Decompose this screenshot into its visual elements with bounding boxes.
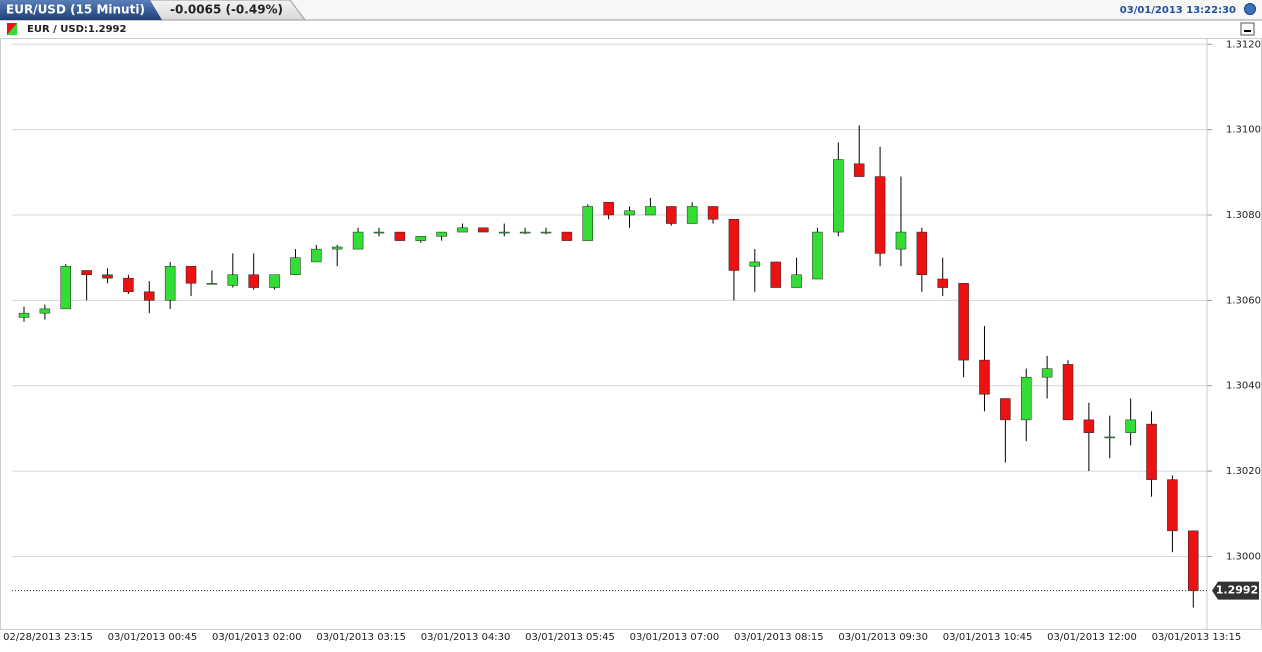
- candle-body: [1146, 423, 1157, 480]
- candle-body: [164, 265, 176, 301]
- header-change: -0.0065 (-0.49%): [170, 3, 283, 17]
- candle-body: [728, 219, 740, 271]
- candle-body: [415, 236, 426, 241]
- y-tick-label: 1.3020: [1226, 466, 1261, 477]
- candle-body: [394, 231, 406, 241]
- candle-body: [645, 206, 656, 216]
- candle-body: [311, 248, 322, 263]
- x-tick-label: 03/01/2013 00:45: [108, 632, 198, 643]
- x-tick-label: 03/01/2013 07:00: [630, 632, 720, 643]
- candle-body: [81, 270, 92, 275]
- candle-body: [39, 308, 51, 314]
- candle-body: [519, 231, 531, 234]
- candle-body: [666, 206, 677, 224]
- candle-body: [749, 261, 761, 267]
- candle-body: [269, 274, 280, 288]
- candle-body: [853, 163, 865, 177]
- candle-body: [1083, 419, 1095, 433]
- candle-body: [373, 231, 385, 234]
- y-tick-label: 1.3060: [1226, 295, 1261, 306]
- candle-body: [1000, 398, 1011, 421]
- candle-body: [561, 231, 573, 241]
- candle-body: [248, 274, 259, 288]
- candle-body: [958, 283, 969, 361]
- candle-body: [916, 231, 928, 275]
- candle-body: [937, 278, 948, 288]
- candle-body: [1020, 376, 1032, 421]
- y-tick-label: 1.3040: [1226, 381, 1261, 392]
- legend-swatch-up: [7, 23, 17, 35]
- candle-body: [144, 291, 155, 301]
- title-tab[interactable]: [0, 0, 162, 20]
- candle-body: [1041, 368, 1053, 378]
- x-tick-label: 03/01/2013 10:45: [943, 632, 1033, 643]
- minimize-button[interactable]: [1240, 22, 1255, 36]
- candle-body: [1188, 530, 1199, 591]
- timestamp: 03/01/2013 13:22:30: [1120, 5, 1236, 16]
- candle-body: [206, 283, 218, 285]
- x-tick-label: 03/01/2013 12:00: [1047, 632, 1137, 643]
- candle-body: [582, 206, 594, 241]
- x-tick-label: 03/01/2013 09:30: [838, 632, 928, 643]
- x-tick-label: 03/01/2013 03:15: [316, 632, 406, 643]
- candle-body: [833, 159, 844, 233]
- candle-body: [686, 206, 698, 224]
- candle-body: [791, 274, 802, 288]
- candle-body: [540, 231, 552, 234]
- candle-body: [227, 274, 239, 286]
- y-tick-label: 1.3120: [1226, 39, 1261, 50]
- chart-frame: [0, 38, 1262, 630]
- y-tick-label: 1.3000: [1226, 551, 1261, 562]
- last-price-badge: [1212, 581, 1259, 600]
- candle-body: [895, 231, 907, 250]
- candle-body: [1062, 364, 1074, 421]
- refresh-icon[interactable]: [1244, 3, 1256, 15]
- x-tick-label: 03/01/2013 05:45: [525, 632, 615, 643]
- x-tick-label: 02/28/2013 23:15: [3, 632, 93, 643]
- candle-body: [478, 227, 489, 233]
- candle-body: [770, 261, 781, 288]
- candle-body: [874, 176, 886, 254]
- candle-body: [352, 231, 364, 250]
- last-price-label: 1.2992: [1216, 584, 1258, 597]
- candle-body: [624, 210, 635, 216]
- candle-body: [185, 265, 197, 284]
- x-tick-label: 03/01/2013 02:00: [212, 632, 302, 643]
- candle-body: [498, 231, 510, 234]
- legend-label: EUR / USD:1.2992: [27, 24, 127, 35]
- candle-body: [1167, 479, 1178, 532]
- candle-body: [457, 227, 468, 233]
- candle-body: [1104, 436, 1116, 439]
- candle-body: [18, 312, 30, 318]
- x-tick-label: 03/01/2013 13:15: [1152, 632, 1242, 643]
- header-title: EUR/USD (15 Minuti): [6, 3, 145, 17]
- candle-body: [979, 359, 990, 395]
- candle-body: [436, 231, 447, 237]
- candle-body: [1125, 419, 1136, 433]
- y-tick-label: 1.3100: [1226, 125, 1261, 136]
- candle-body: [123, 277, 134, 293]
- header-bar: [0, 0, 1262, 20]
- candle-body: [707, 206, 719, 220]
- x-tick-label: 03/01/2013 04:30: [421, 632, 511, 643]
- y-tick-label: 1.3080: [1226, 210, 1261, 221]
- x-tick-label: 03/01/2013 08:15: [734, 632, 824, 643]
- candle-body: [603, 201, 614, 216]
- candle-body: [60, 265, 72, 310]
- candle-body: [331, 246, 343, 250]
- candle-body: [102, 274, 113, 279]
- candle-body: [290, 257, 301, 275]
- candle-body: [812, 231, 823, 280]
